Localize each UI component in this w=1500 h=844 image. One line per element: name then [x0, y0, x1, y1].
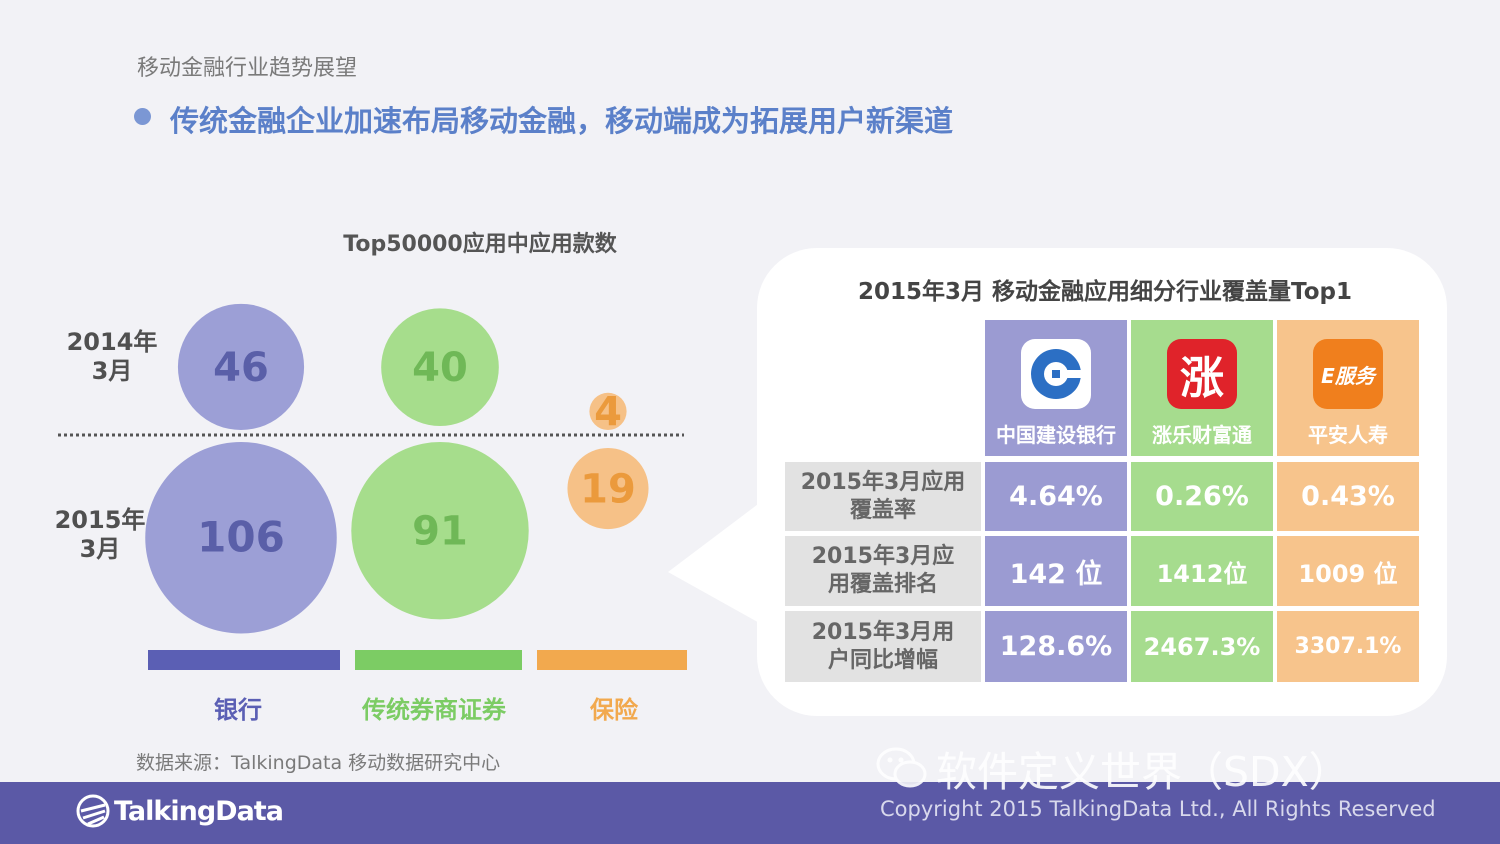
value-ccb-coverage: 4.64%: [985, 462, 1127, 531]
app-name-pingan: 平安人寿: [1308, 423, 1388, 447]
panel-title: 2015年3月 移动金融应用细分行业覆盖量Top1: [858, 279, 1352, 305]
row-header-coverage: 2015年3月应用覆盖率: [785, 462, 981, 531]
bubble-value-bank-2014: 46: [213, 345, 269, 391]
row-label-line: 3月: [79, 535, 121, 563]
talkingdata-logo-icon: [76, 794, 110, 828]
row-label-2014: 2014年 3月: [62, 328, 162, 386]
bubble-chart: 46 40 4 106 91 19: [58, 303, 684, 634]
category-label-bank: 银行: [214, 696, 262, 724]
ccb-logo-icon: [1021, 339, 1091, 409]
watermark: 软件定义世界（SDX）: [876, 738, 1350, 798]
category-bar-insurance: [537, 650, 687, 670]
pingan-logo-icon: E服务: [1313, 339, 1383, 409]
bubble-value-bank-2015: 106: [197, 513, 285, 562]
bubble-value-insurance-2015: 19: [580, 467, 636, 513]
headline-bullet-icon: [134, 108, 151, 125]
row-label-2015: 2015年 3月: [50, 506, 150, 564]
bubble-insurance-2015: [567, 448, 649, 530]
pingan-logo-text: E服务: [1321, 363, 1375, 388]
bubble-securities-2015: [351, 442, 529, 620]
category-bar-bank: [148, 650, 340, 670]
panel-tail: [668, 480, 790, 640]
app-header-pingan: E服务 平安人寿: [1277, 320, 1419, 456]
footer-bar: [0, 782, 1500, 844]
headline: 传统金融企业加速布局移动金融，移动端成为拓展用户新渠道: [170, 104, 954, 138]
value-ccb-rank: 142 位: [985, 536, 1127, 606]
zhangle-logo-icon: 涨: [1167, 339, 1237, 409]
value-zhangle-coverage: 0.26%: [1131, 462, 1273, 531]
chart-title: Top50000应用中应用款数: [343, 232, 617, 257]
row-label-line: 2015年: [54, 506, 146, 534]
bubble-insurance-2014: [589, 392, 627, 430]
section-title: 移动金融行业趋势展望: [137, 56, 358, 81]
app-name-ccb: 中国建设银行: [996, 423, 1116, 447]
app-name-zhangle: 涨乐财富通: [1152, 423, 1252, 447]
value-pingan-growth: 3307.1%: [1277, 611, 1419, 682]
category-label-insurance: 保险: [590, 696, 638, 724]
value-zhangle-rank: 1412位: [1131, 536, 1273, 606]
logo-text: TalkingData: [114, 795, 284, 827]
app-header-zhangle: 涨 涨乐财富通: [1131, 320, 1273, 456]
value-pingan-rank: 1009 位: [1277, 536, 1419, 606]
row-label-line: 2014年: [66, 328, 158, 356]
row-label-line: 3月: [91, 357, 133, 385]
copyright: Copyright 2015 TalkingData Ltd., All Rig…: [880, 797, 1436, 821]
value-ccb-growth: 128.6%: [985, 611, 1127, 682]
bubble-value-insurance-2014: 4: [594, 389, 622, 435]
value-pingan-coverage: 0.43%: [1277, 462, 1419, 531]
bubble-value-securities-2015: 91: [412, 509, 468, 555]
app-header-ccb: 中国建设银行: [985, 320, 1127, 456]
row-header-growth: 2015年3月用户同比增幅: [785, 611, 981, 682]
category-label-securities: 传统券商证券: [362, 696, 506, 724]
category-bar-securities: [355, 650, 522, 670]
data-source: 数据来源：TalkingData 移动数据研究中心: [136, 752, 501, 774]
bubble-value-securities-2014: 40: [412, 345, 468, 391]
watermark-text: 软件定义世界（SDX）: [936, 748, 1350, 796]
wechat-icon: [876, 747, 927, 788]
bubble-bank-2014: [177, 303, 305, 430]
bubble-securities-2014: [381, 308, 499, 426]
zhangle-logo-text: 涨: [1180, 353, 1224, 404]
talkingdata-logo: TalkingData: [76, 794, 284, 828]
bubble-bank-2015: [145, 442, 337, 634]
row-header-rank: 2015年3月应用覆盖排名: [785, 536, 981, 606]
value-zhangle-growth: 2467.3%: [1131, 611, 1273, 682]
